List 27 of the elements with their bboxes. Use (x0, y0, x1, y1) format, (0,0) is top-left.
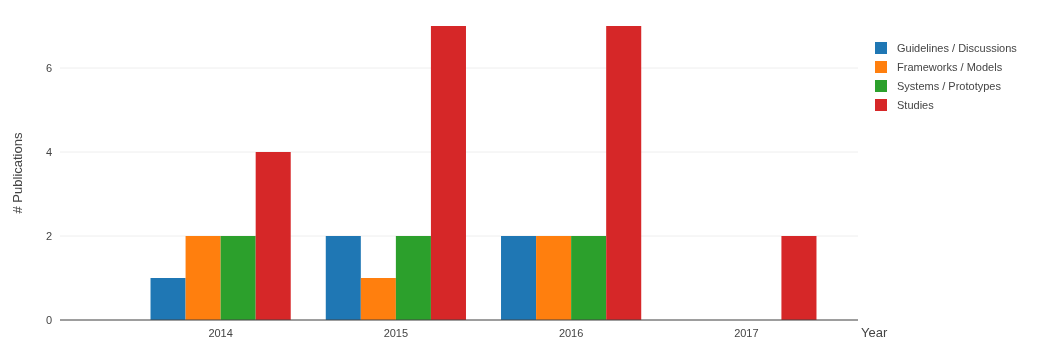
bar (150, 278, 186, 320)
bar (501, 236, 537, 320)
x-tick-label: 2017 (734, 327, 759, 339)
y-tick-label: 0 (45, 313, 52, 326)
bar (185, 236, 221, 320)
bar (606, 26, 642, 320)
bar (360, 278, 396, 320)
y-axis-title: # Publications (10, 132, 25, 214)
bar (220, 236, 256, 320)
y-tick-label: 4 (45, 145, 52, 158)
bar (325, 236, 361, 320)
x-tick-label: 2016 (558, 327, 584, 339)
legend-label: Frameworks / Models (897, 60, 1003, 73)
bar (781, 236, 817, 320)
legend-label: Studies (897, 98, 935, 111)
legend-label: Guidelines / Discussions (897, 41, 1018, 54)
y-tick-label: 6 (45, 61, 52, 74)
bar (395, 236, 431, 320)
x-axis-title: Year (861, 325, 888, 340)
x-tick-label: 2015 (383, 327, 409, 339)
y-tick-label: 2 (45, 229, 52, 242)
legend-label: Systems / Prototypes (897, 79, 1002, 92)
x-tick-label: 2014 (208, 327, 233, 339)
bar (571, 236, 607, 320)
bar (430, 26, 466, 320)
bar (255, 152, 291, 320)
bar (536, 236, 572, 320)
